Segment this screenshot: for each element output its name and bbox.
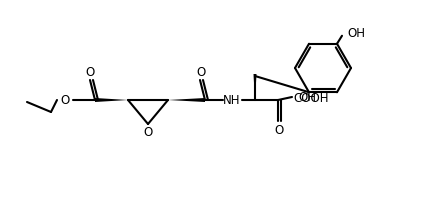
Text: O: O bbox=[85, 66, 95, 78]
Text: O: O bbox=[61, 93, 70, 107]
Text: O: O bbox=[274, 124, 284, 136]
Text: OH: OH bbox=[298, 90, 316, 104]
Text: COOH: COOH bbox=[293, 91, 328, 105]
Polygon shape bbox=[95, 98, 128, 102]
Text: NH: NH bbox=[223, 93, 241, 107]
Text: OH: OH bbox=[347, 27, 365, 40]
Text: O: O bbox=[143, 126, 152, 138]
Text: O: O bbox=[196, 66, 206, 78]
Polygon shape bbox=[254, 74, 256, 100]
Polygon shape bbox=[168, 98, 205, 102]
